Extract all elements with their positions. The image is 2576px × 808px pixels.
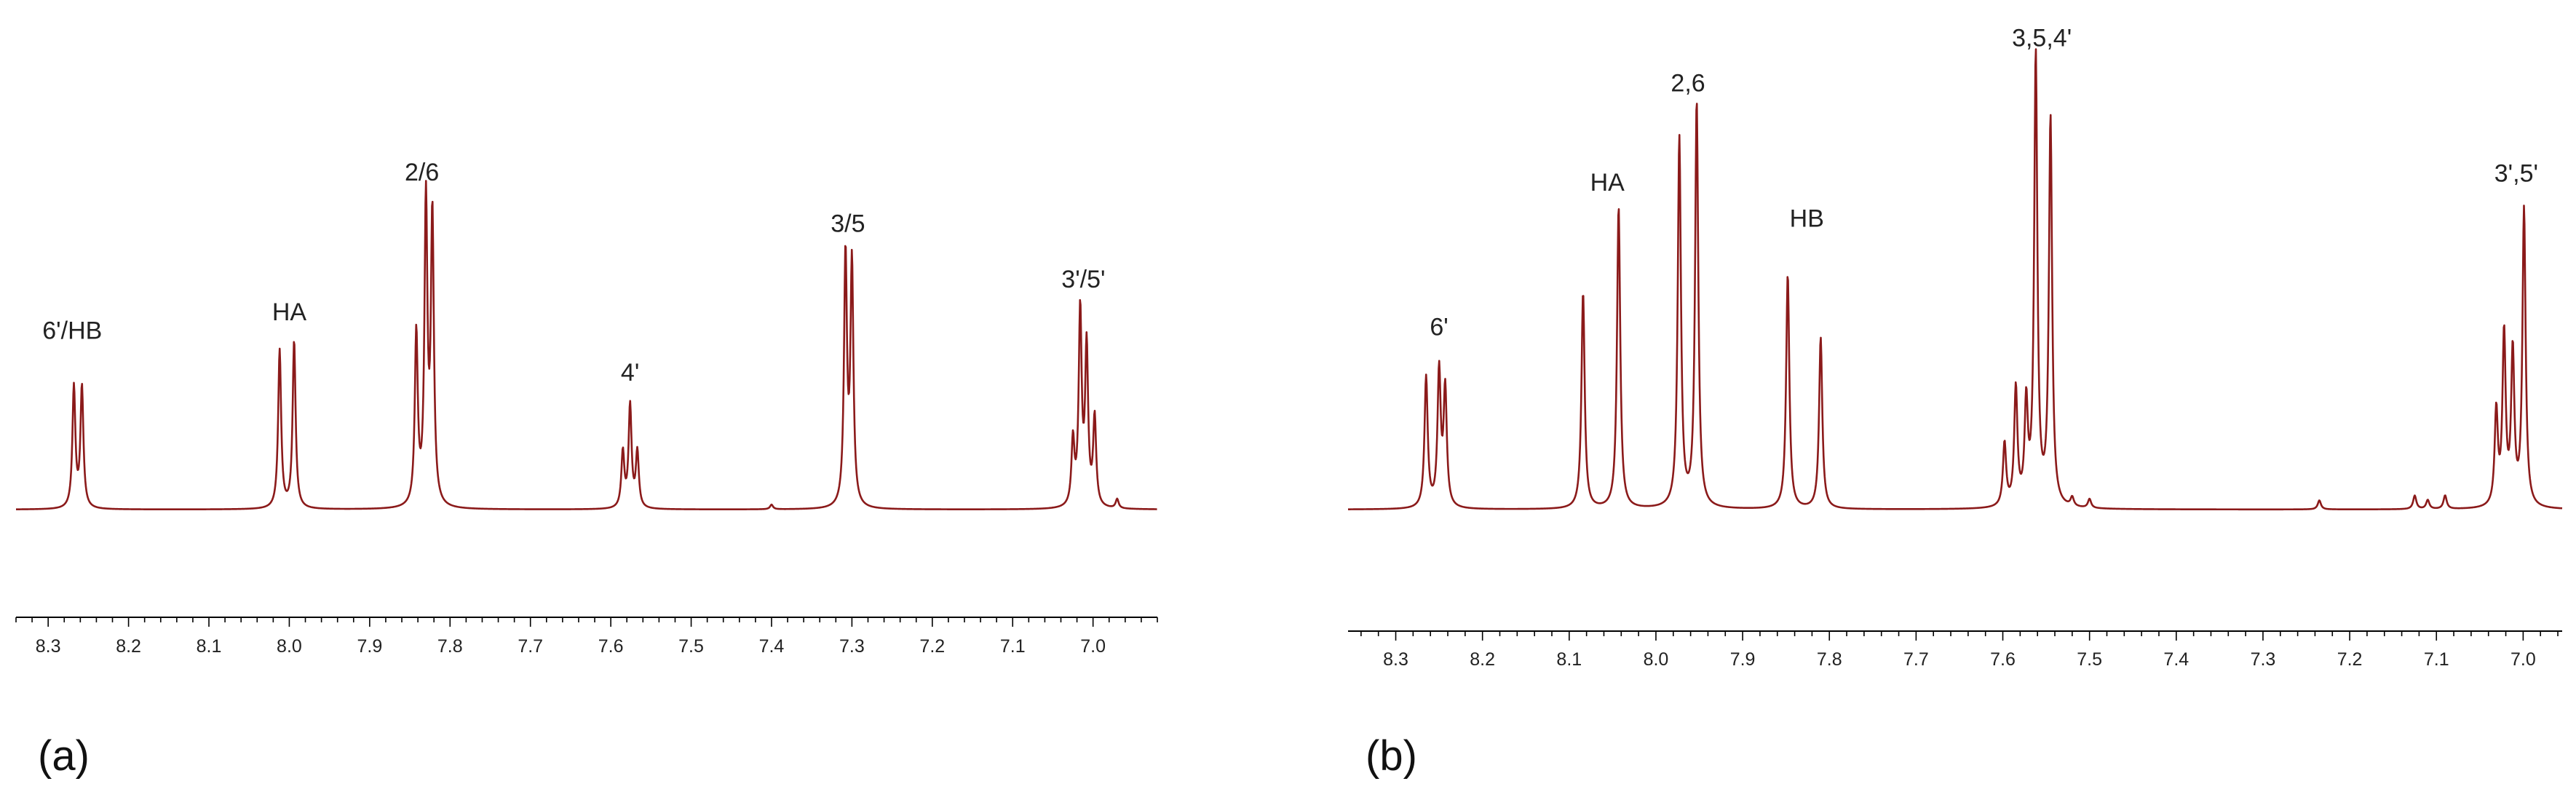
x-tick-label: 7.8 [1817,649,1842,670]
x-tick-label: 7.9 [1730,649,1756,670]
x-tick-label: 7.0 [1080,636,1106,657]
x-tick-label: 7.2 [919,636,945,657]
spectrum-panel-b: 6' HA 2,6 HB 3,5,4' 3',5' 8.3 8.2 8.1 8.0 7.9 7.8 7.… [1347,25,2563,670]
x-tick-label: 7.0 [2510,649,2536,670]
x-tick-label: 8.2 [1470,649,1495,670]
x-tick-label: 7.5 [678,636,704,657]
x-tick-label: 7.4 [759,636,785,657]
spectrum-trace-b [1347,48,2563,511]
peak-label: 3',5' [2494,160,2538,188]
x-tick-label: 7.6 [598,636,624,657]
peak-label: HB [1790,205,1824,233]
x-tick-label: 8.3 [1383,649,1408,670]
spectrum-trace-a [15,180,1158,511]
x-tick-label: 7.3 [839,636,865,657]
x-tick-label: 8.0 [1644,649,1669,670]
x-tick-label: 7.1 [1000,636,1026,657]
x-tick-label: 7.6 [1990,649,2016,670]
x-tick-label: 7.7 [518,636,543,657]
x-tick-label: 7.5 [2077,649,2102,670]
x-tick-label: 8.0 [277,636,302,657]
panel-label-a: (a) [38,732,90,780]
x-tick-label: 7.4 [2163,649,2189,670]
x-tick-label: 7.2 [2337,649,2363,670]
peak-label: HA [272,298,307,326]
peak-label: 3'/5' [1061,266,1105,293]
peak-label: 3,5,4' [2012,25,2072,52]
peak-label: 3/5 [831,210,865,237]
x-tick-label: 7.9 [357,636,382,657]
panel-label-b: (b) [1366,732,1417,780]
x-tick-label: 7.8 [437,636,463,657]
peak-label: 6' [1430,313,1448,341]
x-tick-label: 7.1 [2424,649,2449,670]
x-tick-label: 8.1 [1556,649,1582,670]
x-tick-label: 8.3 [36,636,61,657]
peak-label: 6'/HB [42,317,102,345]
x-tick-label: 8.1 [197,636,222,657]
x-tick-label: 8.2 [116,636,141,657]
peak-label: HA [1590,169,1625,197]
x-tick-label: 7.7 [1903,649,1929,670]
x-tick-label: 7.3 [2251,649,2276,670]
spectrum-panel-a: 6'/HB HA 2/6 4' 3/5 3'/5' 8.3 8.2 8.1 8.0 7.9 7.8 7.… [15,159,1158,657]
peak-label: 4' [621,359,639,387]
peak-label: 2/6 [405,159,439,186]
peak-label: 2,6 [1671,70,1705,98]
